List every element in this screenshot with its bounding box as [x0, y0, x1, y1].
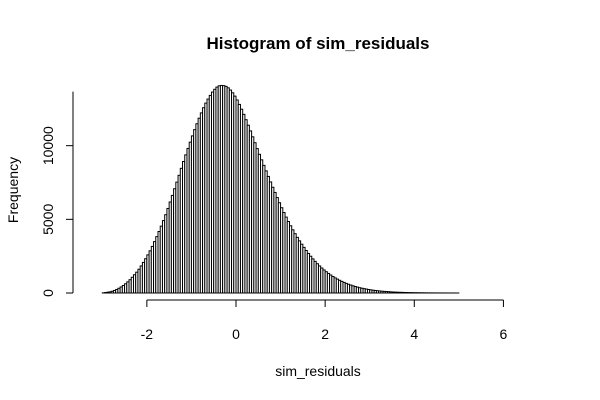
x-tick-label: 4	[410, 326, 418, 342]
x-tick-label: 0	[232, 326, 240, 342]
y-tick-label: 10000	[40, 126, 56, 165]
y-tick-label: 0	[40, 289, 56, 297]
x-axis-ticks: -2 0 2 4 6	[141, 300, 508, 342]
bars-group	[101, 84, 460, 294]
chart-title: Histogram of sim_residuals	[207, 34, 430, 53]
x-tick-label: 2	[321, 326, 329, 342]
x-tick-label: -2	[141, 326, 154, 342]
y-axis-label: Frequency	[5, 157, 21, 223]
x-axis-label: sim_residuals	[275, 363, 361, 379]
y-axis-ticks: 0 5000 10000	[40, 126, 73, 297]
x-tick-label: 6	[500, 326, 508, 342]
y-tick-label: 5000	[40, 204, 56, 235]
